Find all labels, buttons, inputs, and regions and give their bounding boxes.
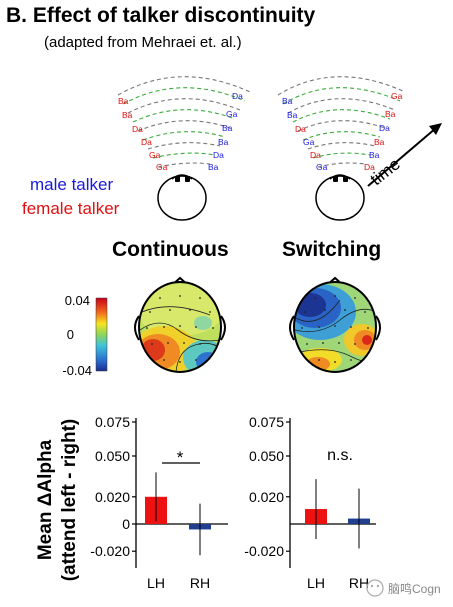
non-significant-label: n.s. — [327, 447, 353, 464]
listener-head-left — [157, 174, 207, 221]
syllable: Ba — [282, 96, 293, 106]
speech-arcs-left — [117, 76, 251, 168]
y-axis-label: Mean ΔAlpha (attend left - right) — [35, 419, 80, 582]
syllable: Ba — [218, 137, 229, 147]
condition-switching-label: Switching — [282, 238, 382, 261]
syllable: Da — [232, 91, 243, 101]
syllable: Da — [379, 123, 390, 133]
bar-chart-switching: 0.075 0.050 0.020 -0.020 LH RH n.s. — [244, 414, 376, 591]
syllable: Ba — [369, 150, 380, 160]
schematic-continuous: Ba Ba Da Da Ga Ga Ba Da Ba Ba Ga Da — [117, 76, 251, 221]
y-tick-label: 0.075 — [95, 414, 130, 430]
syllable: Ba — [222, 123, 233, 133]
significance-marker: * — [162, 448, 200, 467]
condition-continuous-label: Continuous — [112, 238, 229, 261]
syllable: Ba — [287, 110, 298, 120]
syllable: Ga — [149, 150, 161, 160]
y-tick-label: -0.020 — [90, 543, 130, 559]
x-category-label: RH — [349, 575, 369, 591]
x-category-label: LH — [147, 575, 165, 591]
y-tick-label: 0.020 — [249, 489, 284, 505]
ylabel-line1: Mean ΔAlpha — [35, 439, 56, 560]
y-tick-label: 0.020 — [95, 489, 130, 505]
syllable: Ba — [118, 96, 129, 106]
listener-head-right — [315, 174, 365, 221]
syllable: Da — [132, 124, 143, 134]
figure-subtitle: (adapted from Mehraei et. al.) — [44, 34, 242, 51]
x-category-label: RH — [190, 575, 210, 591]
syllable: Ga — [316, 162, 328, 172]
syllable: Ga — [391, 91, 403, 101]
syllable: Ba — [122, 110, 133, 120]
syllable: Da — [295, 124, 306, 134]
y-tick-label: 0 — [122, 516, 130, 532]
topomap-switching — [289, 276, 381, 373]
y-tick-label: 0.050 — [249, 448, 284, 464]
syllable: Ba — [385, 109, 396, 119]
female-talker-label: female talker — [22, 199, 120, 218]
watermark-text: 脑鸣Cogn — [388, 581, 441, 596]
syllable: Ga — [226, 109, 238, 119]
syllables-right: Ba Ba Da Ga Da Ga Da Ba Ba Da Ba Ga — [282, 91, 403, 172]
speech-arcs-right — [277, 76, 406, 168]
syllable: Ba — [374, 137, 385, 147]
syllables-left: Ba Ba Da Da Ga Ga Ba Da Ba Ba Ga Da — [118, 91, 243, 172]
syllable: Da — [364, 162, 375, 172]
colorbar-tick: 0 — [67, 327, 74, 342]
colorbar: 0.04 0 -0.04 — [62, 293, 108, 378]
colorbar-tick: -0.04 — [62, 363, 92, 378]
syllable: Ga — [303, 137, 315, 147]
topomap-continuous — [134, 276, 226, 373]
syllable: Ga — [156, 162, 168, 172]
y-tick-label: 0.050 — [95, 448, 130, 464]
watermark: 脑鸣Cogn — [366, 579, 441, 597]
schematic-switching: Ba Ba Da Ga Da Ga Da Ba Ba Da Ba Ga time — [277, 76, 442, 221]
y-tick-label: -0.020 — [244, 543, 284, 559]
ylabel-line2: (attend left - right) — [59, 419, 80, 582]
colorbar-tick: 0.04 — [65, 293, 90, 308]
y-tick-label: 0.075 — [249, 414, 284, 430]
male-talker-label: male talker — [30, 175, 114, 194]
syllable: Da — [213, 150, 224, 160]
x-category-label: LH — [307, 575, 325, 591]
figure-title: B. Effect of talker discontinuity — [6, 4, 316, 27]
bar-chart-continuous: 0.075 0.050 0.020 0 -0.020 LH RH * — [90, 414, 228, 591]
significance-star: * — [177, 448, 184, 467]
syllable: Ba — [208, 162, 219, 172]
syllable: Da — [141, 137, 152, 147]
syllable: Da — [310, 150, 321, 160]
